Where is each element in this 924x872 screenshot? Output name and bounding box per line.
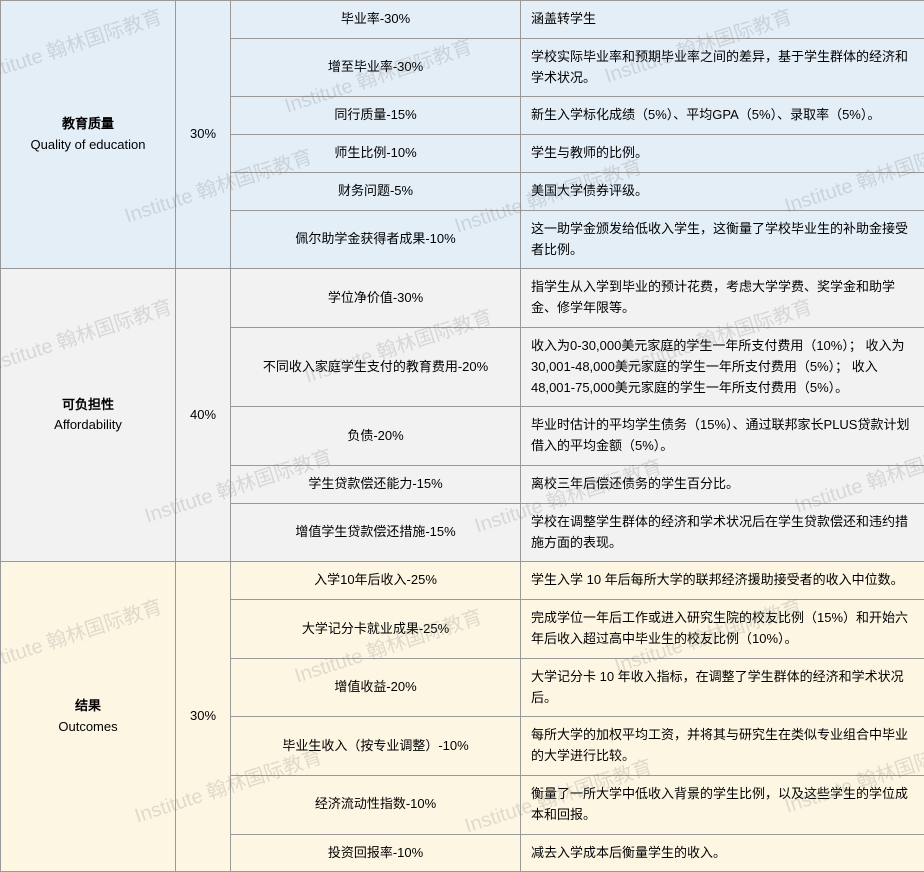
description: 完成学位一年后工作或进入研究生院的校友比例（15%）和开始六年后收入超过高中毕业… [521,600,924,659]
subcriterion: 师生比例-10% [231,135,521,173]
subcriterion: 财务问题-5% [231,172,521,210]
subcriterion: 学位净价值-30% [231,269,521,328]
description: 衡量了一所大学中低收入背景的学生比例，以及这些学生的学位成本和回报。 [521,775,924,834]
table-row: 教育质量 Quality of education 30% 毕业率-30% 涵盖… [1,1,924,39]
table-row: 结果 Outcomes 30% 入学10年后收入-25% 学生入学 10 年后每… [1,562,924,600]
table-body: 教育质量 Quality of education 30% 毕业率-30% 涵盖… [1,1,924,872]
description: 收入为0-30,000美元家庭的学生一年所支付费用（10%）； 收入为30,00… [521,327,924,406]
description: 每所大学的加权平均工资，并将其与研究生在类似专业组合中毕业的大学进行比较。 [521,717,924,776]
category-cn: 结果 [75,698,101,713]
category-en: Quality of education [11,135,165,156]
description: 美国大学债券评级。 [521,172,924,210]
description: 大学记分卡 10 年收入指标，在调整了学生群体的经济和学术状况后。 [521,658,924,717]
subcriterion: 经济流动性指数-10% [231,775,521,834]
category-cell-affordability: 可负担性 Affordability [1,269,176,562]
subcriterion: 佩尔助学金获得者成果-10% [231,210,521,269]
description: 学校在调整学生群体的经济和学术状况后在学生贷款偿还和违约措施方面的表现。 [521,503,924,562]
subcriterion: 同行质量-15% [231,97,521,135]
subcriterion: 毕业生收入（按专业调整）-10% [231,717,521,776]
description: 离校三年后偿还债务的学生百分比。 [521,465,924,503]
description: 指学生从入学到毕业的预计花费，考虑大学学费、奖学金和助学金、修学年限等。 [521,269,924,328]
subcriterion: 增至毕业率-30% [231,38,521,97]
description: 学校实际毕业率和预期毕业率之间的差异，基于学生群体的经济和学术状况。 [521,38,924,97]
ranking-criteria-table: 教育质量 Quality of education 30% 毕业率-30% 涵盖… [0,0,924,872]
category-pct-affordability: 40% [176,269,231,562]
description: 学生入学 10 年后每所大学的联邦经济援助接受者的收入中位数。 [521,562,924,600]
table-row: 可负担性 Affordability 40% 学位净价值-30% 指学生从入学到… [1,269,924,328]
category-cn: 教育质量 [62,116,114,131]
subcriterion: 投资回报率-10% [231,834,521,872]
subcriterion: 大学记分卡就业成果-25% [231,600,521,659]
subcriterion: 增值学生贷款偿还措施-15% [231,503,521,562]
description: 新生入学标化成绩（5%）、平均GPA（5%）、录取率（5%）。 [521,97,924,135]
description: 毕业时估计的平均学生债务（15%）、通过联邦家长PLUS贷款计划借入的平均金额（… [521,407,924,466]
subcriterion: 学生贷款偿还能力-15% [231,465,521,503]
category-en: Affordability [11,415,165,436]
category-pct-outcomes: 30% [176,562,231,872]
category-cell-outcomes: 结果 Outcomes [1,562,176,872]
category-cell-quality: 教育质量 Quality of education [1,1,176,269]
category-cn: 可负担性 [62,397,114,412]
description: 这一助学金颁发给低收入学生，这衡量了学校毕业生的补助金接受者比例。 [521,210,924,269]
description: 涵盖转学生 [521,1,924,39]
subcriterion: 入学10年后收入-25% [231,562,521,600]
category-en: Outcomes [11,717,165,738]
subcriterion: 负债-20% [231,407,521,466]
description: 减去入学成本后衡量学生的收入。 [521,834,924,872]
category-pct-quality: 30% [176,1,231,269]
subcriterion: 不同收入家庭学生支付的教育费用-20% [231,327,521,406]
subcriterion: 增值收益-20% [231,658,521,717]
subcriterion: 毕业率-30% [231,1,521,39]
description: 学生与教师的比例。 [521,135,924,173]
